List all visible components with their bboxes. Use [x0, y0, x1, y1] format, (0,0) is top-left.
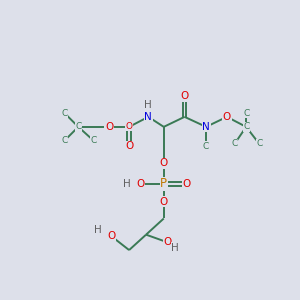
Text: C: C — [243, 122, 249, 131]
Text: H: H — [123, 179, 131, 189]
Text: O: O — [160, 158, 168, 168]
Text: C: C — [256, 139, 262, 148]
Text: O: O — [180, 91, 189, 101]
Text: C: C — [75, 122, 81, 131]
Text: O: O — [107, 231, 116, 241]
Text: O: O — [160, 196, 168, 206]
Text: O: O — [223, 112, 231, 122]
Text: O: O — [164, 237, 172, 248]
Text: O: O — [126, 122, 133, 130]
Text: C: C — [232, 139, 238, 148]
Text: C: C — [61, 136, 68, 145]
Text: N: N — [202, 122, 210, 132]
Text: C: C — [91, 136, 97, 145]
Text: O: O — [183, 179, 191, 189]
Text: H: H — [94, 225, 102, 235]
Text: H: H — [171, 243, 179, 253]
Text: P: P — [160, 177, 167, 190]
Text: N: N — [145, 112, 152, 122]
Text: C: C — [243, 109, 249, 118]
Text: O: O — [125, 141, 133, 151]
Text: O: O — [136, 179, 145, 189]
Text: H: H — [145, 100, 152, 110]
Text: C: C — [61, 109, 68, 118]
Text: O: O — [105, 122, 113, 132]
Text: C: C — [203, 142, 209, 151]
